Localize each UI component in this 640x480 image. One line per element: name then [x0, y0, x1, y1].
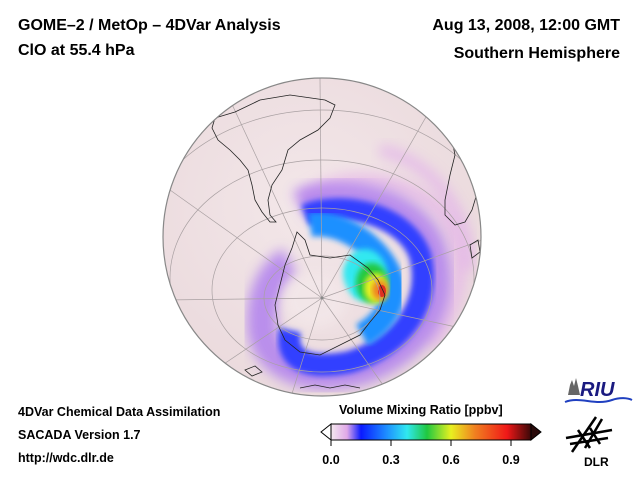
dlr-logo-text: DLR	[584, 455, 609, 469]
colorbar-gradient	[330, 423, 532, 441]
hemisphere-label: Southern Hemisphere	[453, 45, 620, 62]
colorbar-under-arrow	[320, 422, 332, 442]
colorbar-tick-label: 0.6	[442, 453, 460, 467]
date-label: Aug 13, 2008, 12:00 GMT	[432, 17, 620, 34]
riu-logo: RIU	[564, 378, 633, 403]
dlr-logo: DLR	[565, 416, 613, 469]
colorbar-over-arrow	[530, 422, 542, 442]
colorbar	[320, 422, 542, 446]
map-title: GOME–2 / MetOp – 4DVar Analysis	[18, 17, 281, 34]
footer-line-2: SACADA Version 1.7	[18, 428, 141, 442]
footer-line-1: 4DVar Chemical Data Assimilation	[18, 405, 221, 419]
colorbar-tick-label: 0.9	[502, 453, 520, 467]
colorbar-tick-label: 0.3	[382, 453, 400, 467]
graticule	[163, 78, 481, 396]
colorbar-tick-label: 0.0	[322, 453, 340, 467]
footer-link[interactable]: http://wdc.dlr.de	[18, 451, 114, 465]
clo-plume	[247, 144, 475, 390]
map-subtitle: ClO at 55.4 hPa	[18, 42, 135, 59]
colorbar-title: Volume Mixing Ratio [ppbv]	[339, 403, 503, 417]
riu-logo-text: RIU	[580, 379, 615, 401]
